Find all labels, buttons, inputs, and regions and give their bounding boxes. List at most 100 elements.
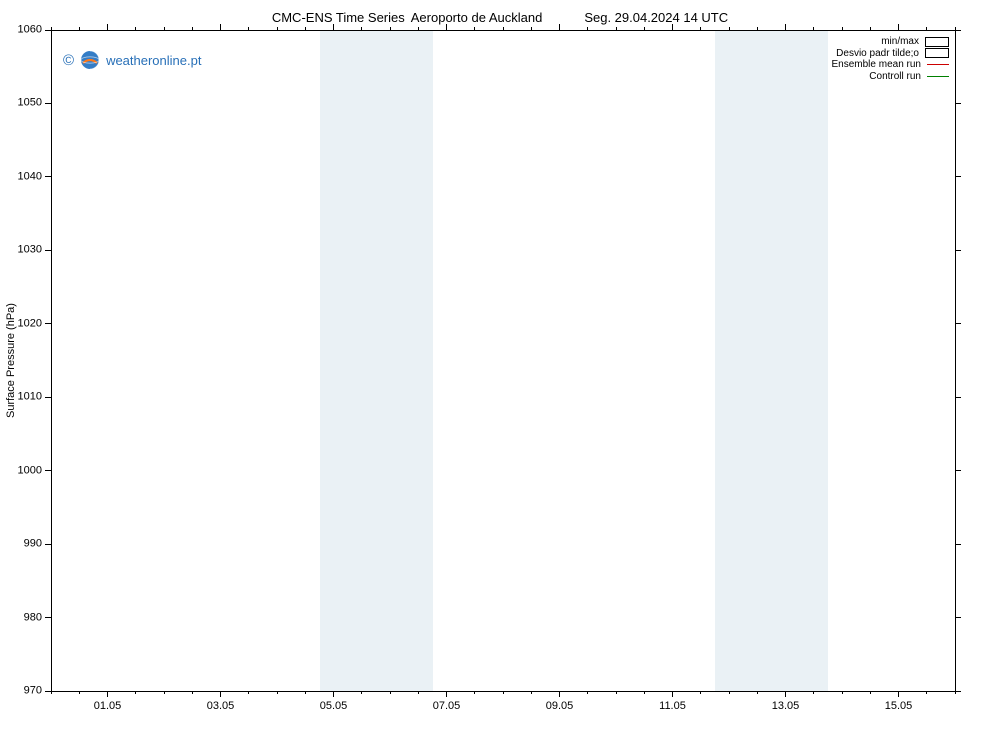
y-tick-label: 1010 <box>18 392 42 403</box>
legend-sample <box>927 64 949 65</box>
x-minor-tick <box>870 691 871 694</box>
y-tick <box>45 250 51 251</box>
legend-item: Ensemble mean run <box>832 59 950 71</box>
y-tick <box>45 617 51 618</box>
x-minor-tick-top <box>164 27 165 30</box>
x-minor-tick-top <box>418 27 419 30</box>
y-tick-right <box>955 323 961 324</box>
x-minor-tick-top <box>51 27 52 30</box>
x-tick-label: 11.05 <box>659 701 686 712</box>
x-minor-tick-top <box>757 27 758 30</box>
x-minor-tick-top <box>192 27 193 30</box>
y-tick-label: 990 <box>24 539 42 550</box>
x-minor-tick <box>813 691 814 694</box>
x-minor-tick <box>587 691 588 694</box>
watermark-text: weatheronline.pt <box>106 53 201 68</box>
x-tick <box>220 691 221 697</box>
title-location: Aeroporto de Auckland <box>411 10 543 25</box>
y-tick <box>45 470 51 471</box>
x-minor-tick <box>305 691 306 694</box>
x-minor-tick <box>277 691 278 694</box>
x-minor-tick <box>248 691 249 694</box>
x-minor-tick-top <box>587 27 588 30</box>
x-tick-label: 07.05 <box>433 701 461 712</box>
x-tick-label: 05.05 <box>320 701 348 712</box>
legend-label: Controll run <box>869 71 921 83</box>
x-minor-tick-top <box>135 27 136 30</box>
x-minor-tick-top <box>729 27 730 30</box>
x-minor-tick <box>842 691 843 694</box>
x-minor-tick <box>164 691 165 694</box>
x-tick <box>672 691 673 697</box>
x-tick-label: 03.05 <box>207 701 235 712</box>
x-minor-tick-top <box>79 27 80 30</box>
legend-sample <box>925 48 949 58</box>
x-minor-tick <box>51 691 52 694</box>
y-tick <box>45 397 51 398</box>
x-tick <box>785 691 786 697</box>
x-minor-tick-top <box>390 27 391 30</box>
y-tick-label: 1050 <box>18 98 42 109</box>
x-minor-tick <box>926 691 927 694</box>
title-datetime: Seg. 29.04.2024 14 UTC <box>584 10 728 25</box>
x-tick <box>333 691 334 697</box>
x-minor-tick-top <box>277 27 278 30</box>
chart-title: CMC-ENS Time Series Aeroporto de Auckland… <box>0 10 1000 25</box>
y-tick-label: 1020 <box>18 318 42 329</box>
x-tick-label: 09.05 <box>546 701 574 712</box>
y-tick-label: 1000 <box>18 465 42 476</box>
x-minor-tick-top <box>531 27 532 30</box>
y-tick <box>45 103 51 104</box>
x-minor-tick <box>644 691 645 694</box>
x-minor-tick <box>418 691 419 694</box>
x-tick <box>107 691 108 697</box>
legend-sample <box>927 76 949 77</box>
x-minor-tick-top <box>644 27 645 30</box>
legend-item: Controll run <box>869 71 949 83</box>
x-minor-tick-top <box>955 27 956 30</box>
x-minor-tick <box>474 691 475 694</box>
y-tick-label: 1030 <box>18 245 42 256</box>
y-tick-label: 1060 <box>18 25 42 36</box>
legend-item: Desvio padr tilde;o <box>836 48 949 60</box>
x-minor-tick <box>757 691 758 694</box>
legend-item: min/max <box>881 36 949 48</box>
x-tick-label: 01.05 <box>94 701 122 712</box>
x-minor-tick <box>79 691 80 694</box>
globe-icon <box>80 50 100 70</box>
y-tick <box>45 176 51 177</box>
x-minor-tick-top <box>305 27 306 30</box>
x-minor-tick <box>192 691 193 694</box>
y-tick-right <box>955 691 961 692</box>
y-tick-right <box>955 470 961 471</box>
y-tick-label: 1040 <box>18 171 42 182</box>
x-minor-tick-top <box>474 27 475 30</box>
plot-area <box>51 30 956 692</box>
y-tick-label: 970 <box>24 686 42 697</box>
watermark: © weatheronline.pt <box>63 50 201 70</box>
x-minor-tick-top <box>813 27 814 30</box>
x-minor-tick <box>390 691 391 694</box>
legend-label: Desvio padr tilde;o <box>836 48 919 60</box>
x-minor-tick <box>955 691 956 694</box>
y-tick-right <box>955 397 961 398</box>
x-minor-tick-top <box>248 27 249 30</box>
x-tick-label: 13.05 <box>772 701 800 712</box>
x-minor-tick <box>135 691 136 694</box>
x-minor-tick <box>700 691 701 694</box>
x-minor-tick <box>361 691 362 694</box>
title-series: CMC-ENS Time Series <box>272 10 405 25</box>
x-tick <box>898 691 899 697</box>
x-minor-tick-top <box>700 27 701 30</box>
x-minor-tick-top <box>503 27 504 30</box>
y-tick-right <box>955 544 961 545</box>
y-tick-right <box>955 250 961 251</box>
x-minor-tick-top <box>361 27 362 30</box>
x-minor-tick-top <box>616 27 617 30</box>
y-tick-label: 980 <box>24 612 42 623</box>
chart-root: 970 980 990 1000 1010 1020 1030 1040 1050 1060 01.… <box>0 0 1000 733</box>
y-tick <box>45 544 51 545</box>
copyright-icon: © <box>63 52 74 69</box>
legend-sample <box>925 37 949 47</box>
y-tick-right <box>955 176 961 177</box>
